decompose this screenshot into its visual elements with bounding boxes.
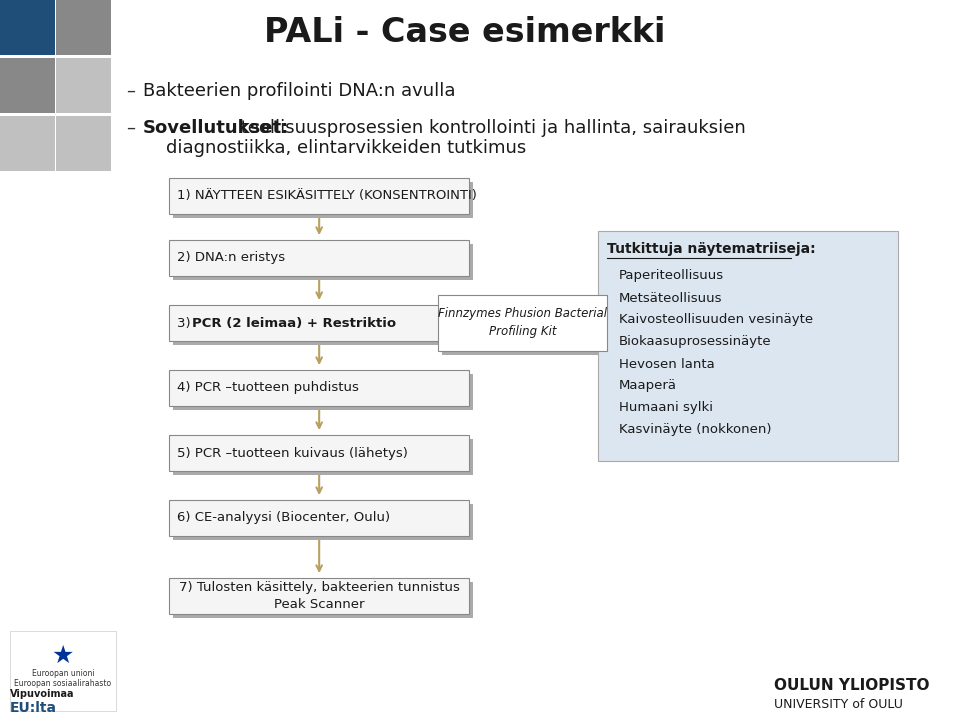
FancyBboxPatch shape <box>442 299 611 355</box>
Text: diagnostiikka, elintarvikkeiden tutkimus: diagnostiikka, elintarvikkeiden tutkimus <box>143 139 526 157</box>
Text: Paperiteollisuus: Paperiteollisuus <box>619 269 724 282</box>
Text: Maaperä: Maaperä <box>619 380 677 393</box>
FancyBboxPatch shape <box>173 439 473 475</box>
Text: Metsäteollisuus: Metsäteollisuus <box>619 292 723 304</box>
FancyBboxPatch shape <box>173 182 473 218</box>
Text: Euroopan sosiaalirahasto: Euroopan sosiaalirahasto <box>14 679 111 688</box>
FancyBboxPatch shape <box>438 295 607 351</box>
FancyBboxPatch shape <box>169 240 469 276</box>
FancyBboxPatch shape <box>169 435 469 471</box>
Text: –: – <box>126 82 134 100</box>
FancyBboxPatch shape <box>169 578 469 614</box>
Text: Profiling Kit: Profiling Kit <box>489 325 556 338</box>
Text: 4) PCR –tuotteen puhdistus: 4) PCR –tuotteen puhdistus <box>177 381 359 394</box>
Text: Euroopan unioni: Euroopan unioni <box>32 669 94 679</box>
FancyBboxPatch shape <box>173 374 473 410</box>
FancyBboxPatch shape <box>10 631 116 711</box>
Bar <box>56 0 111 55</box>
Text: PCR (2 leimaa) + Restriktio: PCR (2 leimaa) + Restriktio <box>192 317 396 330</box>
FancyBboxPatch shape <box>169 305 469 341</box>
Bar <box>56 116 111 171</box>
Text: PALi - Case esimerkki: PALi - Case esimerkki <box>264 17 665 49</box>
Text: Biokaasuprosessinäyte: Biokaasuprosessinäyte <box>619 335 772 348</box>
Text: Kasvinäyte (nokkonen): Kasvinäyte (nokkonen) <box>619 423 772 436</box>
Bar <box>0 0 55 55</box>
Text: Hevosen lanta: Hevosen lanta <box>619 357 715 370</box>
FancyBboxPatch shape <box>173 309 473 345</box>
Text: Peak Scanner: Peak Scanner <box>274 598 365 611</box>
Bar <box>56 58 111 113</box>
Text: UNIVERSITY of OULU: UNIVERSITY of OULU <box>774 698 902 711</box>
FancyBboxPatch shape <box>598 231 898 461</box>
FancyBboxPatch shape <box>169 370 469 406</box>
Text: ★: ★ <box>52 644 74 668</box>
Text: 7) Tulosten käsittely, bakteerien tunnistus: 7) Tulosten käsittely, bakteerien tunnis… <box>179 581 460 593</box>
Bar <box>0 116 55 171</box>
Text: OULUN YLIOPISTO: OULUN YLIOPISTO <box>774 679 929 693</box>
FancyBboxPatch shape <box>173 244 473 280</box>
Text: 6) CE-analyysi (Biocenter, Oulu): 6) CE-analyysi (Biocenter, Oulu) <box>177 512 390 524</box>
FancyBboxPatch shape <box>173 582 473 618</box>
Text: EU:lta: EU:lta <box>10 701 57 715</box>
Text: Finnzymes Phusion Bacterial: Finnzymes Phusion Bacterial <box>438 308 607 320</box>
FancyBboxPatch shape <box>169 178 469 214</box>
Text: Bakteerien profilointi DNA:n avulla: Bakteerien profilointi DNA:n avulla <box>143 82 456 100</box>
Bar <box>0 58 55 113</box>
Text: Humaani sylki: Humaani sylki <box>619 401 713 415</box>
FancyBboxPatch shape <box>169 500 469 536</box>
Text: teollisuusprosessien kontrollointi ja hallinta, sairauksien: teollisuusprosessien kontrollointi ja ha… <box>235 119 746 137</box>
Text: Vipuvoimaa: Vipuvoimaa <box>10 689 74 699</box>
Text: Sovellutukset:: Sovellutukset: <box>143 119 289 137</box>
Text: –: – <box>126 119 134 137</box>
Text: Kaivosteollisuuden vesinäyte: Kaivosteollisuuden vesinäyte <box>619 314 813 327</box>
Text: Tutkittuja näytematriiseja:: Tutkittuja näytematriiseja: <box>608 242 816 256</box>
Text: 5) PCR –tuotteen kuivaus (lähetys): 5) PCR –tuotteen kuivaus (lähetys) <box>177 446 408 460</box>
Text: 1) NÄYTTEEN ESIKÄSITTELY (KONSENTROINTI): 1) NÄYTTEEN ESIKÄSITTELY (KONSENTROINTI) <box>177 189 477 203</box>
FancyBboxPatch shape <box>173 504 473 540</box>
Text: 2) DNA:n eristys: 2) DNA:n eristys <box>177 251 285 264</box>
Text: 3): 3) <box>177 317 195 330</box>
